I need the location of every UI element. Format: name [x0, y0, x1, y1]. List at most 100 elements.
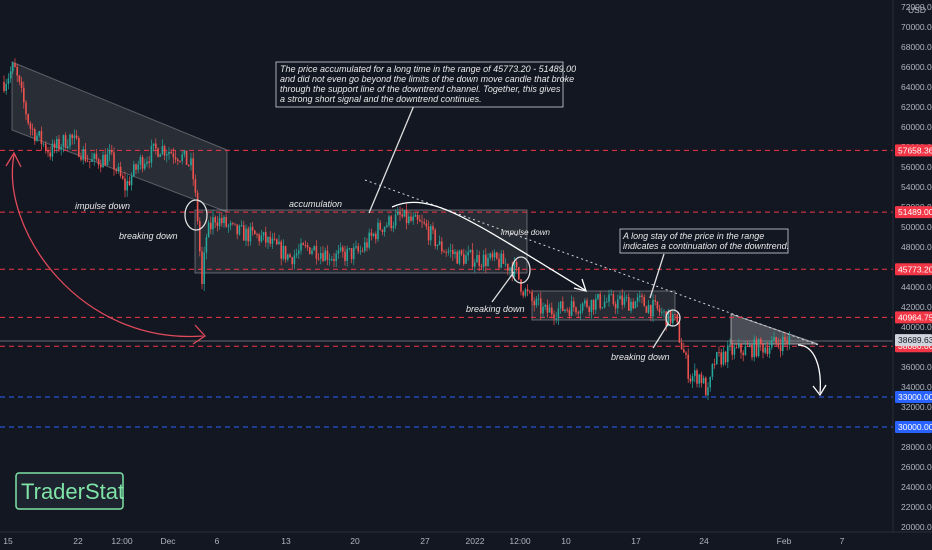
candle-body	[280, 241, 282, 259]
candle-body	[399, 211, 401, 215]
x-tick-label: 22	[73, 536, 83, 546]
candle-body	[126, 180, 128, 191]
candle-body	[357, 246, 359, 252]
candle-body	[685, 352, 687, 355]
candle-body	[698, 374, 700, 384]
candle-body	[212, 217, 214, 230]
candle-body	[89, 161, 91, 163]
candle-body	[390, 216, 392, 229]
candle-body	[262, 232, 265, 236]
candle-body	[696, 370, 698, 384]
candle-body	[603, 301, 606, 308]
x-tick-label: 12:00	[111, 536, 133, 546]
candle-body	[284, 245, 287, 260]
candle-body	[700, 374, 703, 384]
breakdown-circle-2	[511, 256, 531, 284]
candle-body	[632, 301, 634, 309]
candle-body	[469, 249, 472, 252]
candle-body	[97, 159, 100, 165]
price-tag-label: 51489.00	[898, 207, 932, 217]
candle-body	[647, 304, 650, 313]
candle-body	[751, 344, 753, 358]
candle-body	[636, 297, 639, 302]
candle-body	[590, 299, 593, 313]
candle-body	[454, 251, 456, 255]
candle-body	[410, 216, 412, 221]
candle-body	[161, 146, 164, 155]
candle-body	[311, 250, 313, 254]
candle-body	[746, 346, 749, 347]
candle-body	[779, 345, 782, 352]
candle-body	[298, 250, 300, 254]
price-tag-label: 38080.00	[898, 341, 932, 351]
chart-labels: impulse down breaking down accumulation …	[75, 199, 670, 362]
y-tick-label: 70000.00	[901, 22, 932, 32]
candle-body	[705, 377, 707, 396]
candle-body	[278, 241, 280, 245]
candle-body	[551, 307, 553, 315]
y-tick-label: 28000.00	[901, 442, 932, 452]
candle-body	[251, 226, 254, 231]
candle-body	[269, 236, 271, 244]
candle-body	[592, 299, 595, 310]
candle-body	[348, 248, 351, 250]
price-tag-6	[895, 421, 932, 433]
candle-body	[84, 149, 87, 161]
candle-body	[300, 243, 302, 251]
candle-body	[606, 301, 608, 303]
candle-body	[166, 154, 168, 156]
candle-body	[597, 294, 599, 299]
candle-body	[432, 226, 434, 230]
candle-body	[661, 311, 663, 313]
candle-body	[108, 150, 111, 155]
candle-body	[577, 312, 579, 314]
time-axis[interactable]: 15 22 12:00 Dec 6 13 20 27 2022 12:00 10 17 24 Feb 7	[3, 536, 844, 546]
candle-body	[133, 164, 135, 177]
candle-body	[258, 234, 260, 242]
drawn-arrows	[5, 102, 827, 397]
candle-body	[727, 345, 729, 363]
candle-body	[467, 251, 469, 256]
candle-body	[447, 251, 450, 253]
candle-body	[658, 308, 661, 313]
x-tick-label: 15	[3, 536, 13, 546]
x-tick-label: 24	[699, 536, 709, 546]
candle-body	[542, 306, 544, 314]
candle-body	[188, 164, 190, 166]
candle-body	[689, 378, 692, 382]
candle-body	[498, 258, 500, 268]
candle-body	[733, 347, 736, 355]
candle-body	[694, 370, 696, 377]
candle-body	[128, 180, 131, 186]
candle-body	[9, 71, 12, 79]
range-note: A long stay of the price in the range in…	[619, 228, 789, 254]
current-price-label: 38689.63	[898, 335, 932, 345]
candle-body	[496, 252, 498, 259]
candle-body	[676, 314, 678, 323]
candle-body	[672, 314, 674, 324]
candle-body	[575, 307, 577, 313]
candle-body	[650, 304, 652, 317]
candle-body	[254, 230, 256, 235]
candle-body	[735, 347, 738, 349]
candle-body	[157, 148, 159, 157]
candle-body	[346, 248, 348, 262]
candle-body	[267, 236, 269, 243]
candle-body	[377, 222, 379, 240]
candle-body	[518, 266, 520, 280]
candle-body	[430, 226, 432, 241]
candle-body	[18, 75, 21, 82]
candle-body	[434, 229, 436, 247]
candle-body	[507, 263, 509, 271]
y-tick-label: 54000.00	[901, 182, 932, 192]
candle-body	[465, 255, 467, 264]
candle-body	[172, 153, 175, 158]
candle-body	[716, 352, 718, 365]
candle-body	[207, 222, 210, 238]
candle-body	[762, 344, 764, 353]
candle-body	[51, 143, 54, 157]
candle-body	[535, 299, 538, 306]
candle-body	[526, 289, 529, 292]
candle-body	[328, 259, 331, 261]
